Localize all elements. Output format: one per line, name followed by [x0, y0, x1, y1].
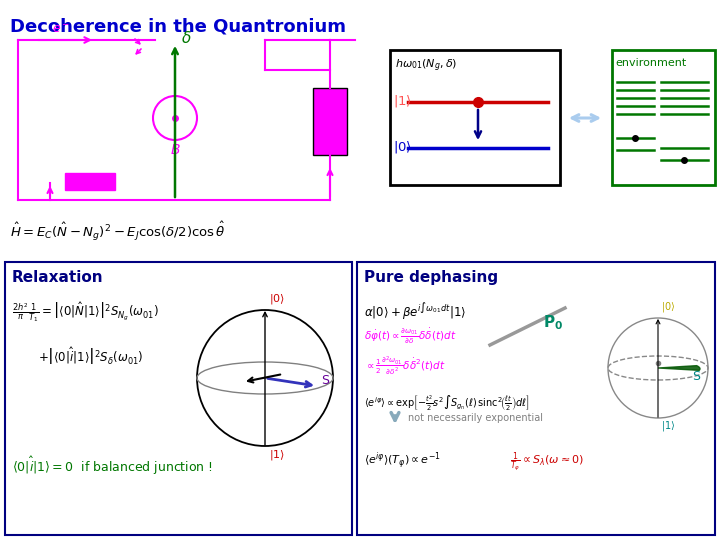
Text: B: B	[170, 143, 180, 157]
Text: $\langle 0|\hat{i}|1\rangle = 0$  if balanced junction !: $\langle 0|\hat{i}|1\rangle = 0$ if bala…	[12, 455, 213, 477]
Text: environment: environment	[615, 58, 686, 68]
Bar	[5, 262, 352, 535]
Text: $\mathbf{P_0}$: $\mathbf{P_0}$	[543, 313, 563, 332]
Text: $|1\rangle$: $|1\rangle$	[269, 448, 285, 462]
Text: S: S	[321, 374, 329, 387]
Text: $\propto \frac{1}{2}\frac{\partial^2\omega_{01}}{\partial\delta^2}\delta\dot{\de: $\propto \frac{1}{2}\frac{\partial^2\ome…	[364, 355, 446, 377]
Text: $h\omega_{01}(N_g,\delta)$: $h\omega_{01}(N_g,\delta)$	[395, 58, 457, 75]
Text: Relaxation: Relaxation	[12, 270, 104, 285]
Text: S: S	[692, 370, 700, 383]
Text: $\alpha|0\rangle + \beta e^{i\int\omega_{01}dt}|1\rangle$: $\alpha|0\rangle + \beta e^{i\int\omega_…	[364, 300, 466, 321]
Text: e$^-$: e$^-$	[52, 23, 70, 36]
Text: $|1\rangle$: $|1\rangle$	[661, 419, 675, 433]
Text: Decoherence in the Quantronium: Decoherence in the Quantronium	[10, 18, 346, 36]
Bar	[612, 50, 715, 185]
Text: $|0\rangle$: $|0\rangle$	[269, 292, 285, 306]
Text: $|0\rangle$: $|0\rangle$	[393, 139, 412, 155]
Text: $\delta\dot{\varphi}(t) \propto \frac{\partial\omega_{01}}{\partial\delta}\delta: $\delta\dot{\varphi}(t) \propto \frac{\p…	[364, 327, 456, 346]
Text: $+\left|\langle 0|\hat{i}|1\rangle\right|^2 S_{\delta}(\omega_{01})$: $+\left|\langle 0|\hat{i}|1\rangle\right…	[38, 345, 143, 367]
Text: Pure dephasing: Pure dephasing	[364, 270, 498, 285]
Text: $\langle e^{i\varphi}\rangle(T_\varphi) \propto e^{-1}$: $\langle e^{i\varphi}\rangle(T_\varphi) …	[364, 450, 441, 471]
Bar	[357, 262, 715, 535]
Text: $\hat{H} = E_C(\hat{N}-N_g)^2 - E_J\cos(\delta/2)\cos\hat{\theta}$: $\hat{H} = E_C(\hat{N}-N_g)^2 - E_J\cos(…	[10, 220, 225, 243]
Text: not necessarily exponential: not necessarily exponential	[408, 413, 543, 423]
Text: $\delta$: $\delta$	[181, 30, 192, 46]
Bar	[313, 88, 347, 155]
Text: $\frac{2h^2}{\pi}\frac{1}{T_1} = \left|\langle 0|\hat{N}|1\rangle\right|^2 S_{N_: $\frac{2h^2}{\pi}\frac{1}{T_1} = \left|\…	[12, 300, 159, 324]
Bar	[390, 50, 560, 185]
Bar	[65, 173, 115, 190]
Text: $\langle e^{i\varphi}\rangle \propto \exp\!\left[-\frac{t^2}{2}s^2\int S_{g_n}(\: $\langle e^{i\varphi}\rangle \propto \ex…	[364, 393, 530, 413]
Text: $\frac{1}{T_\varphi} \propto S_\lambda(\omega\approx 0)$: $\frac{1}{T_\varphi} \propto S_\lambda(\…	[510, 450, 584, 474]
Text: $|0\rangle$: $|0\rangle$	[661, 300, 675, 314]
Polygon shape	[658, 366, 700, 370]
Text: $|1\rangle$: $|1\rangle$	[393, 93, 412, 109]
